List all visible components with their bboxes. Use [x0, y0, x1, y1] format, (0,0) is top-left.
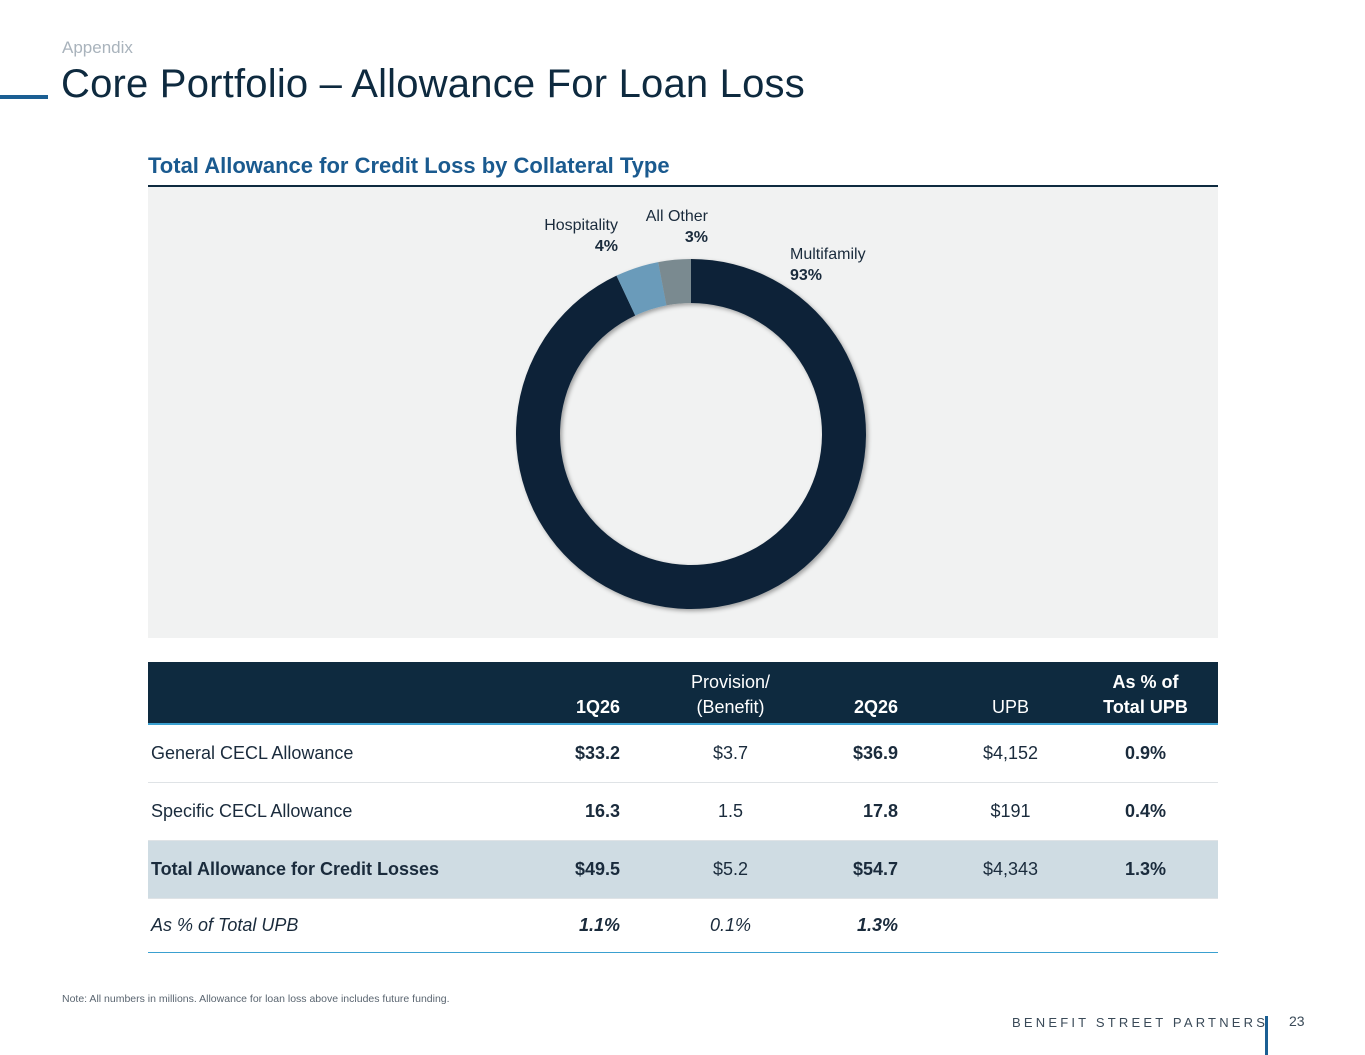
- donut-slice-all-other: [658, 259, 691, 306]
- page-title: Core Portfolio – Allowance For Loan Loss: [61, 62, 805, 106]
- slice-pct-hospitality: 4%: [594, 238, 618, 255]
- cell-upb: $4,152: [898, 724, 1073, 783]
- cell-1q26: $49.5: [448, 840, 623, 899]
- cell-1q26: 1.1%: [448, 898, 623, 953]
- footnote: Note: All numbers in millions. Allowance…: [62, 993, 450, 1005]
- chart-title-rule: [148, 185, 1218, 187]
- header-pct-line1: As % of: [1112, 672, 1179, 692]
- cell-pct-upb: 1.3%: [1073, 840, 1218, 899]
- slice-label-hospitality: Hospitality 4%: [520, 215, 618, 257]
- table-row-pct: As % of Total UPB 1.1% 0.1% 1.3%: [148, 898, 1218, 953]
- cell-upb: [898, 898, 1073, 953]
- title-accent-bar: [0, 95, 48, 99]
- brand-wordmark: BENEFIT STREET PARTNERS: [1012, 1015, 1269, 1030]
- section-label: Appendix: [62, 38, 133, 57]
- cell-1q26: 16.3: [448, 782, 623, 841]
- cell-1q26: $33.2: [448, 724, 623, 783]
- header-1q26: 1Q26: [448, 662, 623, 725]
- header-pct-line2: Total UPB: [1103, 697, 1188, 717]
- cell-provision: 1.5: [623, 782, 798, 841]
- header-provision-line2: (Benefit): [696, 697, 765, 717]
- cell-2q26: $54.7: [798, 840, 898, 899]
- table-row: Specific CECL Allowance 16.3 1.5 17.8 $1…: [148, 782, 1218, 841]
- cell-2q26: 17.8: [798, 782, 898, 841]
- table-row: General CECL Allowance $33.2 $3.7 $36.9 …: [148, 724, 1218, 783]
- slice-pct-all-other: 3%: [684, 229, 708, 246]
- table-row-total: Total Allowance for Credit Losses $49.5 …: [148, 840, 1218, 899]
- cell-pct-upb: 0.9%: [1073, 724, 1218, 783]
- header-pct-upb: As % of Total UPB: [1073, 662, 1218, 725]
- allowance-table: 1Q26 Provision/ (Benefit) 2Q26 UPB As % …: [148, 662, 1218, 953]
- slice-name-multifamily: Multifamily: [790, 246, 866, 263]
- cell-pct-upb: 0.4%: [1073, 782, 1218, 841]
- cell-provision: 0.1%: [623, 898, 798, 953]
- donut-slice-hospitality: [616, 262, 667, 316]
- donut-chart: [515, 259, 867, 609]
- header-label: [148, 662, 448, 725]
- cell-upb: $4,343: [898, 840, 1073, 899]
- cell-2q26: 1.3%: [798, 898, 898, 953]
- header-provision: Provision/ (Benefit): [623, 662, 798, 725]
- slice-name-all-other: All Other: [645, 208, 708, 225]
- table-header-row: 1Q26 Provision/ (Benefit) 2Q26 UPB As % …: [148, 662, 1218, 725]
- cell-2q26: $36.9: [798, 724, 898, 783]
- footer-divider: [1265, 1016, 1268, 1055]
- page-number: 23: [1289, 1013, 1305, 1029]
- slice-pct-multifamily: 93%: [790, 267, 823, 284]
- row-label: As % of Total UPB: [148, 898, 448, 953]
- slice-label-multifamily: Multifamily 93%: [790, 244, 866, 286]
- row-label: Specific CECL Allowance: [148, 782, 448, 841]
- header-provision-line1: Provision/: [690, 672, 771, 692]
- header-2q26: 2Q26: [798, 662, 898, 725]
- chart-title: Total Allowance for Credit Loss by Colla…: [148, 153, 670, 178]
- slice-name-hospitality: Hospitality: [544, 217, 618, 234]
- cell-provision: $3.7: [623, 724, 798, 783]
- cell-provision: $5.2: [623, 840, 798, 899]
- cell-upb: $191: [898, 782, 1073, 841]
- slice-label-all-other: All Other 3%: [620, 206, 708, 248]
- cell-pct-upb: [1073, 898, 1218, 953]
- row-label: General CECL Allowance: [148, 724, 448, 783]
- header-upb: UPB: [898, 662, 1073, 725]
- row-label: Total Allowance for Credit Losses: [148, 840, 448, 899]
- donut-slice-multifamily: [515, 259, 867, 609]
